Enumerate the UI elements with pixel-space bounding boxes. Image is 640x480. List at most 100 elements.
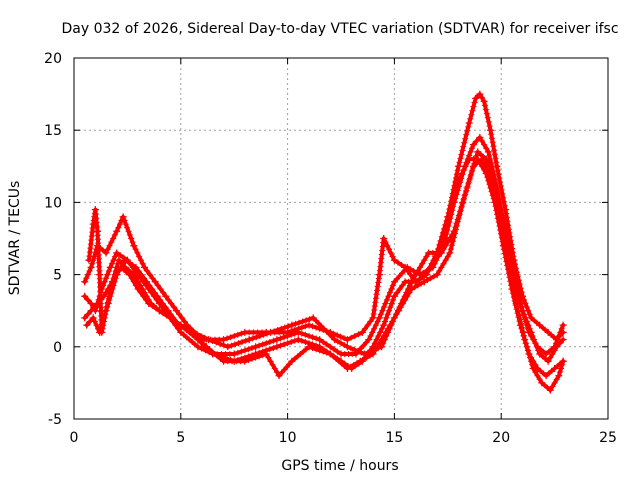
data-point	[343, 336, 351, 344]
data-point	[262, 350, 270, 358]
data-point	[469, 141, 477, 149]
data-point	[115, 256, 123, 264]
data-point	[454, 177, 462, 185]
x-tick-labels: 0 5 10 15 20 25	[70, 430, 617, 446]
data-point	[491, 184, 499, 192]
x-tick-label: 0	[70, 430, 79, 446]
series-line	[87, 149, 566, 356]
x-tick-label: 15	[385, 430, 403, 446]
data-point	[525, 328, 533, 336]
y-tick-label: 10	[44, 195, 62, 211]
data-point	[220, 357, 228, 365]
data-point	[252, 343, 260, 351]
data-point	[326, 350, 334, 358]
data-point	[151, 278, 159, 286]
data-point	[380, 235, 388, 242]
data-point	[81, 278, 89, 286]
data-point	[472, 94, 480, 102]
y-tick-label: 20	[44, 51, 62, 67]
data-point	[140, 263, 148, 271]
data-point	[121, 263, 129, 271]
data-point	[121, 256, 129, 264]
data-point	[267, 328, 275, 336]
data-point	[106, 263, 114, 271]
data-point	[450, 227, 458, 235]
data-point	[119, 213, 127, 221]
data-point	[162, 292, 170, 300]
data-point	[245, 336, 253, 344]
data-point	[241, 328, 249, 336]
data-point	[98, 328, 106, 336]
data-point	[85, 256, 93, 264]
data-point	[559, 321, 567, 329]
data-point	[559, 336, 567, 344]
data-point	[205, 336, 213, 344]
data-point	[309, 314, 317, 322]
data-point	[91, 206, 99, 214]
data-point	[241, 357, 249, 365]
data-point	[87, 307, 95, 315]
data-point	[113, 227, 121, 235]
data-point	[403, 263, 411, 271]
x-tick-label: 10	[279, 430, 297, 446]
data-point	[378, 343, 386, 351]
data-point	[365, 336, 373, 344]
data-point	[465, 155, 473, 163]
data-point	[343, 364, 351, 372]
data-point	[482, 155, 490, 163]
data-point	[437, 249, 445, 257]
data-point	[433, 271, 441, 279]
x-tick-label: 25	[599, 430, 617, 446]
x-tick-label: 5	[176, 430, 185, 446]
data-point	[89, 220, 97, 228]
data-point	[230, 350, 238, 358]
data-point	[446, 249, 454, 257]
data-point	[555, 372, 563, 380]
data-point	[96, 271, 104, 279]
data-point	[275, 372, 283, 380]
data-point	[164, 307, 172, 315]
data-point	[294, 336, 302, 344]
chart-title: Day 032 of 2026, Sidereal Day-to-day VTE…	[61, 21, 618, 37]
data-point	[130, 271, 138, 279]
data-point	[81, 292, 89, 300]
y-tick-label: -5	[48, 412, 62, 428]
data-point	[294, 328, 302, 336]
data-point	[444, 213, 452, 221]
data-point	[454, 162, 462, 170]
data-point	[487, 126, 495, 134]
data-point	[220, 336, 228, 344]
data-point	[369, 314, 377, 322]
data-point	[516, 299, 524, 307]
data-point	[113, 249, 121, 257]
data-point	[273, 336, 281, 344]
data-point	[529, 364, 537, 372]
data-point	[337, 350, 345, 358]
data-point	[542, 372, 550, 380]
data-point	[538, 379, 546, 387]
data-point	[422, 271, 430, 279]
data-point	[551, 364, 559, 372]
data-point	[93, 227, 101, 235]
series-track-5	[85, 148, 567, 358]
data-point	[476, 133, 484, 141]
data-point	[356, 357, 364, 365]
data-point	[551, 343, 559, 351]
data-point	[420, 278, 428, 286]
data-point	[138, 285, 146, 293]
data-point	[559, 357, 567, 365]
data-point	[305, 343, 313, 351]
data-point	[544, 328, 552, 336]
data-point	[358, 328, 366, 336]
data-point	[534, 343, 542, 351]
data-point	[508, 263, 516, 271]
data-point	[390, 256, 398, 264]
data-point	[375, 314, 383, 322]
x-axis-label: GPS time / hours	[281, 458, 398, 474]
data-point	[153, 292, 161, 300]
axis-ticks	[73, 57, 609, 420]
y-tick-label: 5	[53, 268, 62, 284]
data-point	[87, 263, 95, 271]
data-point	[89, 314, 97, 322]
